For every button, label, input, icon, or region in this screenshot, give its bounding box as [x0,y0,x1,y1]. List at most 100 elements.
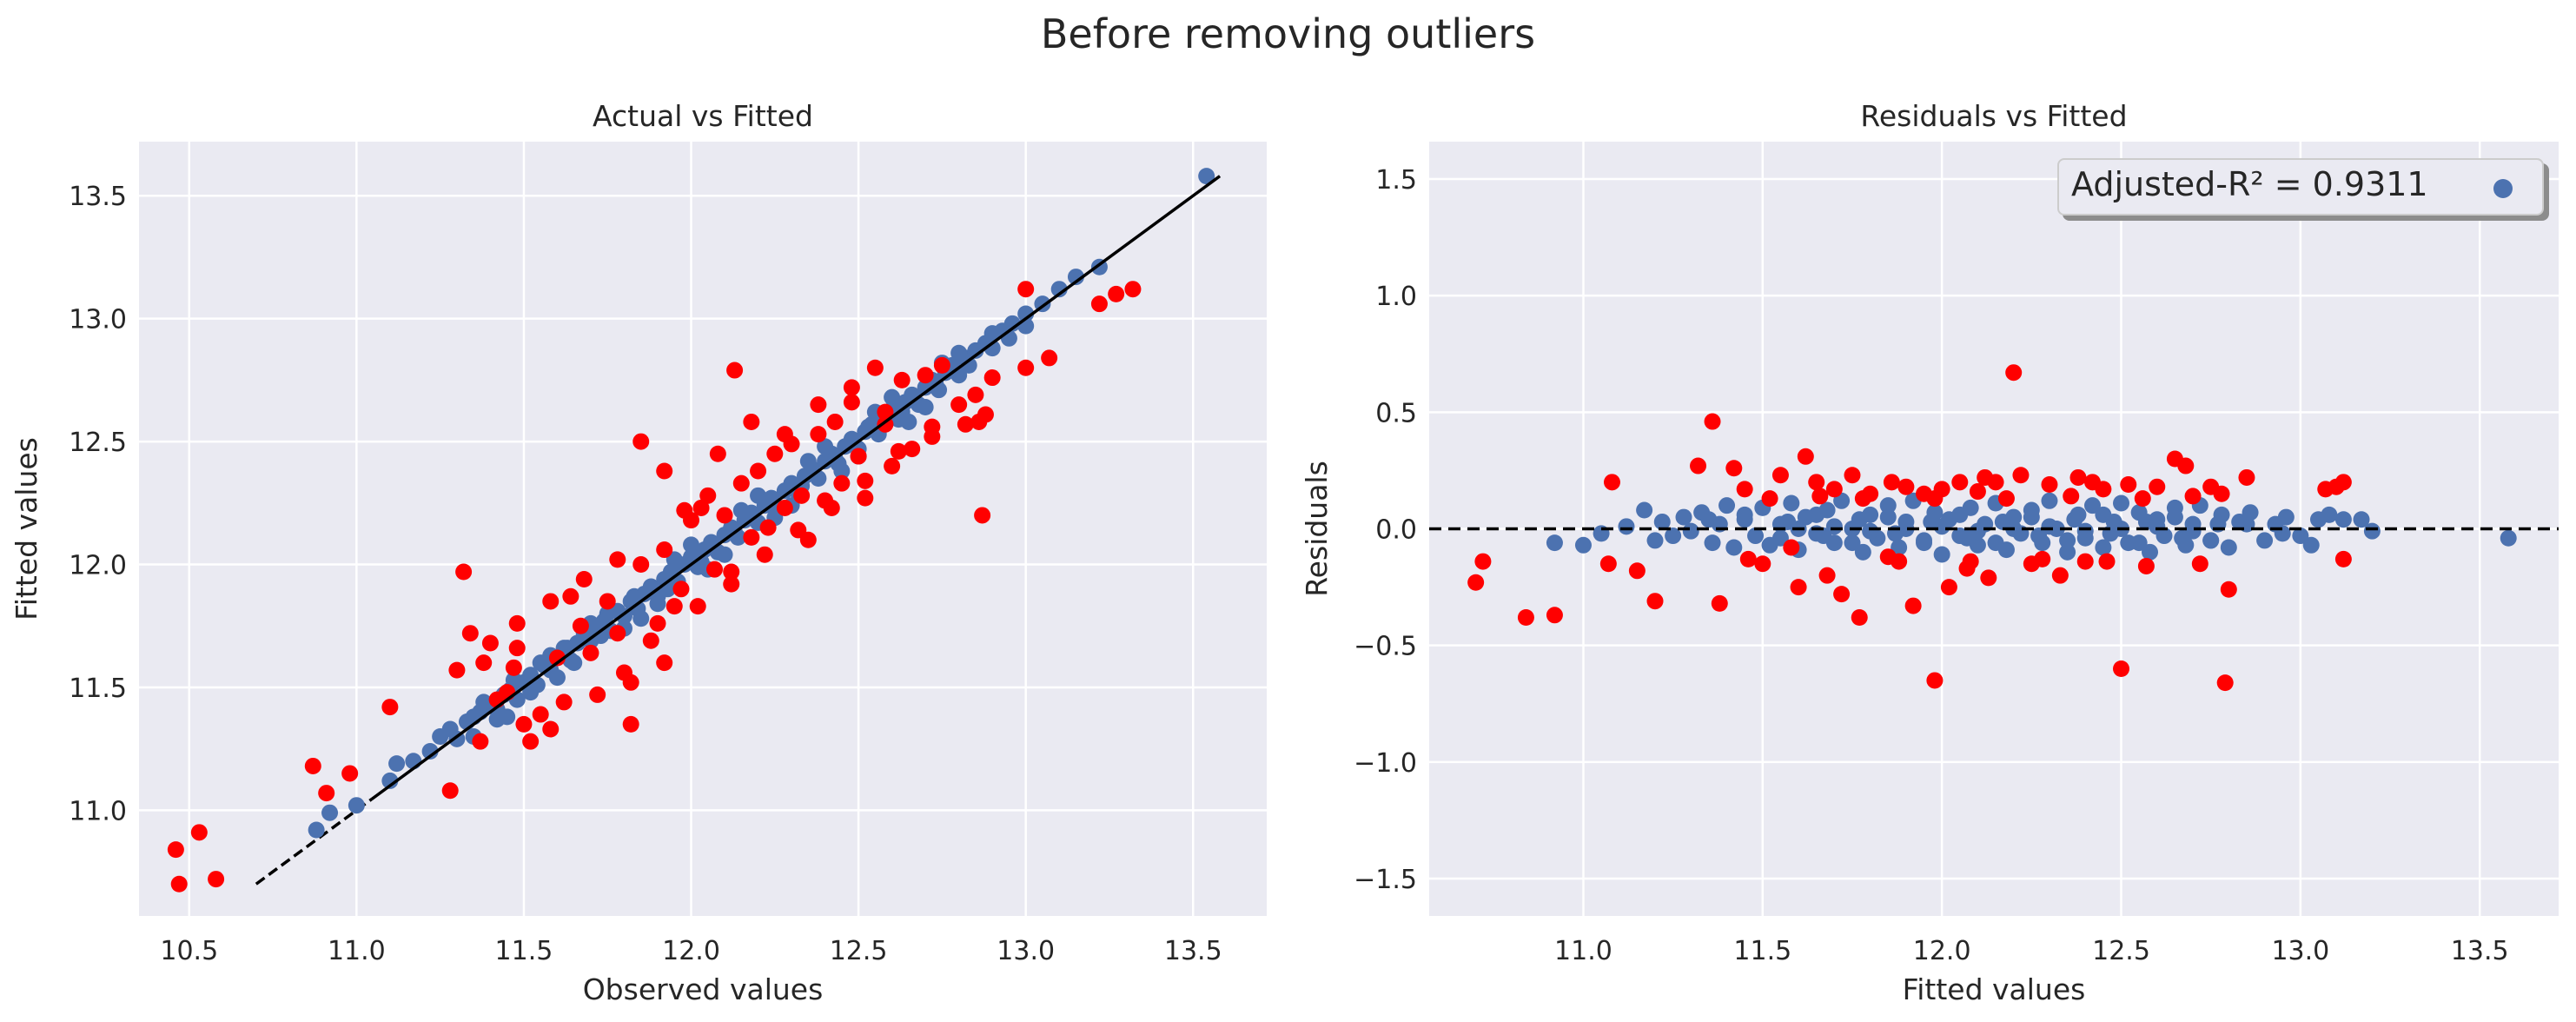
inlier-point [649,595,666,613]
outlier-point [810,396,827,414]
inlier-point [1700,511,1718,528]
inlier-point [796,468,813,485]
inlier-point [2302,536,2320,554]
inlier-point [548,649,566,667]
inlier-point [1958,529,1976,547]
inlier-point [857,423,874,441]
outlier-point [1704,413,1721,430]
inlier-point [810,470,827,488]
inlier-point [2184,515,2202,533]
inlier-point [944,356,961,374]
inlier-point [2005,521,2023,537]
outlier-point [750,462,767,480]
inlier-point [937,364,954,382]
inlier-point [957,349,974,367]
inlier-point [548,669,566,687]
inlier-point [736,512,753,529]
outlier-point [488,691,506,708]
inlier-point [615,607,632,625]
right-x-tick-label: 12.5 [2092,936,2150,966]
outlier-point [167,841,184,859]
inlier-point [783,474,800,492]
inlier-point [1646,532,1664,549]
outlier-point [522,733,540,750]
outlier-point [472,733,489,750]
inlier-point [983,325,1001,342]
inlier-point [743,504,760,521]
inlier-point [1665,528,1682,545]
inlier-point [642,578,659,595]
right-x-tick-label: 12.0 [1913,936,1971,966]
inlier-point [2149,511,2166,528]
inlier-point [659,581,677,598]
outlier-point [732,474,750,492]
inlier-point [528,676,546,694]
inlier-point [977,335,994,352]
inlier-point [2083,497,2101,514]
inlier-point [2231,513,2248,530]
inlier-point [2048,521,2065,537]
inlier-point [2202,532,2220,549]
right-y-tick-label: −0.5 [1354,632,1417,662]
inlier-point [2202,532,2220,549]
left-x-tick-label: 12.0 [662,936,720,966]
outlier-point [1897,478,1915,495]
inlier-point [566,654,583,672]
outlier-point [2334,474,2352,491]
outlier-point [2023,555,2040,573]
outlier-point [723,575,740,593]
inlier-point [2174,529,2191,547]
inlier-point [2102,525,2119,542]
inlier-point [575,625,593,642]
inlier-point [542,661,560,679]
inlier-point [924,371,941,388]
inlier-point [830,455,847,473]
outlier-point [1736,481,1753,498]
inlier-point [421,742,439,760]
outlier-point [1969,483,1986,501]
outlier-point [857,489,874,507]
outlier-point [1811,488,1829,505]
inlier-point [1693,504,1711,521]
inlier-point [2500,529,2517,547]
inlier-point [555,640,573,657]
inlier-point [1977,515,1994,533]
outlier-point [461,625,479,642]
inlier-point [1771,529,1789,547]
outlier-point [893,371,911,388]
inlier-point [502,681,520,699]
outlier-point [1108,285,1125,302]
outlier-point [723,563,740,581]
outlier-point [877,415,894,433]
outlier-point [1977,468,1994,486]
inlier-point [2166,508,2183,526]
outlier-point [1833,586,1851,603]
inlier-point [308,821,325,839]
outlier-point [2328,478,2345,495]
inlier-point [589,620,606,637]
outlier-point [542,720,560,738]
inlier-point [2220,539,2237,556]
inlier-point [2309,511,2327,528]
outlier-point [743,413,760,430]
inlier-point [933,355,950,372]
right-y-tick-label: 1.5 [1375,165,1417,196]
left-x-tick-label: 13.5 [1164,936,1222,966]
outlier-point [783,435,800,453]
inlier-point [799,453,817,470]
outlier-point [790,521,807,539]
inlier-point [1825,534,1843,552]
inlier-point [983,340,1001,357]
inlier-point [1897,513,1915,530]
inlier-point [890,411,907,428]
outlier-point [2098,553,2116,570]
inlier-point [1879,508,1897,526]
inlier-point [1779,513,1797,530]
inlier-point [626,587,643,605]
outlier-point [672,581,690,598]
outlier-point [542,593,560,610]
outlier-point [1017,281,1035,298]
outlier-point [190,824,208,841]
inlier-point [2363,522,2381,540]
outlier-point [609,551,626,568]
